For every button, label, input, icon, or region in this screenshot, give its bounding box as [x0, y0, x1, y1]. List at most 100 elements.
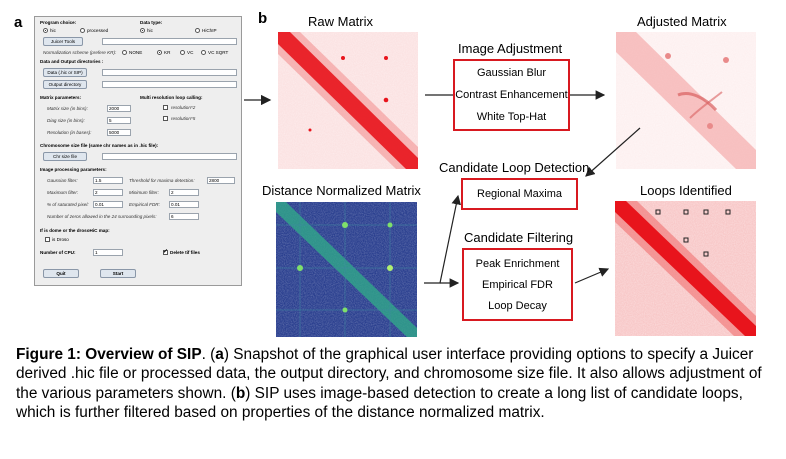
raw-matrix-title: Raw Matrix: [308, 14, 374, 29]
droso-checkbox[interactable]: [45, 237, 50, 242]
panel-a-letter: a: [14, 14, 23, 31]
res-x5-checkbox[interactable]: [163, 116, 168, 121]
gaussian-label: Gaussian filter:: [47, 178, 78, 183]
caption-title: Figure 1: Overview of SIP: [16, 346, 202, 363]
norm-vcsqrt-label: VC SQRT: [208, 50, 229, 55]
peak-enrichment-step: Peak Enrichment: [475, 258, 560, 270]
output-path-field[interactable]: [102, 81, 237, 88]
panel-b-letter: b: [258, 10, 268, 27]
quit-button[interactable]: Quit: [43, 269, 79, 278]
resolution-field[interactable]: 5000: [107, 129, 131, 136]
data-type-label: Data type:: [140, 20, 163, 25]
candidate-filtering-box: Peak Enrichment Empirical FDR Loop Decay: [462, 248, 573, 321]
fdr-label: Empirical FDR:: [129, 202, 160, 207]
program-hic-radio[interactable]: [43, 28, 48, 33]
matrix-params-label: Matrix parameters:: [40, 95, 82, 100]
loops-identified-heatmap: [615, 201, 756, 336]
gaussian-blur-step: Gaussian Blur: [476, 67, 547, 79]
caption-part-1: . (: [201, 346, 216, 363]
distance-normalized-heatmap: [276, 202, 417, 337]
juicer-tools-button[interactable]: Juicer Tools: [43, 37, 83, 46]
image-params-label: Image processing parameters:: [40, 167, 107, 172]
caption-part-3: ) SIP uses image-based detection to crea…: [16, 384, 743, 422]
data-output-label: Data and Output directories :: [40, 59, 104, 64]
matrix-size-label: Matrix size (in bins):: [47, 106, 88, 111]
norm-none-radio[interactable]: [122, 50, 127, 55]
arrow-adjusted-to-detection: [585, 127, 641, 177]
res-x5-label: resolution*5: [171, 116, 196, 121]
zeros-label: Number of zeros allowed in the 24 surrou…: [47, 214, 157, 219]
adjusted-matrix-heatmap: [616, 32, 756, 169]
cpu-label: Number of CPU:: [40, 250, 76, 255]
candidate-detection-title: Candidate Loop Detection: [439, 160, 590, 175]
min-filter-label: Minimum filter:: [129, 190, 159, 195]
droso-check-label: is Droso: [52, 237, 69, 242]
program-processed-label: processed: [87, 28, 109, 33]
saturated-field[interactable]: 0.01: [93, 201, 123, 208]
max-filter-field[interactable]: 2: [93, 189, 123, 196]
caption-ref-a: a: [215, 346, 224, 363]
diag-size-field[interactable]: 5: [107, 117, 131, 124]
zeros-field[interactable]: 6: [169, 213, 199, 220]
cpu-field[interactable]: 1: [93, 249, 123, 256]
norm-vcsqrt-radio[interactable]: [201, 50, 206, 55]
image-adjustment-title: Image Adjustment: [458, 41, 563, 56]
raw-matrix-heatmap: [278, 32, 418, 169]
min-filter-field[interactable]: 2: [169, 189, 199, 196]
program-choice-label: Program choice:: [40, 20, 77, 25]
program-hic-label: hic: [50, 28, 56, 33]
datatype-hichip-label: HiChIP: [202, 28, 217, 33]
droso-label: If is dome or the drosoHiC map:: [40, 228, 110, 233]
res-x2-checkbox[interactable]: [163, 105, 168, 110]
chrom-size-label: Chromosome size file (same chr names as …: [40, 143, 159, 148]
arrow-filtering-to-loops: [574, 267, 610, 284]
data-path-field[interactable]: [102, 69, 237, 76]
multi-res-label: Multi resolution loop calling:: [140, 95, 203, 100]
threshold-field[interactable]: 2800: [207, 177, 235, 184]
data-button[interactable]: Data (.hic or SIP): [43, 68, 87, 77]
gaussian-field[interactable]: 1.5: [93, 177, 123, 184]
juicer-tools-path-field[interactable]: [102, 38, 237, 45]
threshold-label: Threshold for maxima detection:: [129, 178, 195, 183]
norm-kr-label: KR: [164, 50, 171, 55]
regional-maxima-step: Regional Maxima: [477, 188, 562, 200]
distance-normalized-title: Distance Normalized Matrix: [262, 183, 421, 198]
diag-size-label: Diag size (in bins):: [47, 118, 85, 123]
datatype-hic-radio[interactable]: [140, 28, 145, 33]
program-processed-radio[interactable]: [80, 28, 85, 33]
candidate-filtering-title: Candidate Filtering: [464, 230, 574, 245]
norm-kr-radio[interactable]: [157, 50, 162, 55]
caption-ref-b: b: [235, 384, 246, 402]
loop-decay-step: Loop Decay: [488, 300, 547, 312]
empirical-fdr-step: Empirical FDR: [482, 279, 553, 291]
res-x2-label: resolution*2: [171, 105, 196, 110]
sip-gui-window: Program choice: Data type: hic processed…: [34, 16, 242, 286]
norm-vc-label: VC: [187, 50, 194, 55]
candidate-detection-box: Regional Maxima: [461, 178, 578, 210]
norm-vc-radio[interactable]: [180, 50, 185, 55]
output-directory-button[interactable]: Output directory: [43, 80, 87, 89]
matrix-size-field[interactable]: 2000: [107, 105, 131, 112]
datatype-hichip-radio[interactable]: [195, 28, 200, 33]
fdr-field[interactable]: 0.01: [169, 201, 199, 208]
chr-size-button[interactable]: Chr size file: [43, 152, 87, 161]
delete-tif-checkbox[interactable]: [163, 248, 168, 255]
saturated-label: % of saturated pixel:: [47, 202, 89, 207]
loops-identified-title: Loops Identified: [640, 183, 732, 198]
image-adjustment-box: Gaussian Blur Contrast Enhancement White…: [453, 59, 570, 131]
workflow-diagram: [244, 32, 756, 337]
chr-size-path-field[interactable]: [102, 153, 237, 160]
contrast-enhancement-step: Contrast Enhancement: [455, 89, 568, 101]
resolution-label: Resolution (in bases):: [47, 130, 92, 135]
max-filter-label: Maximum filter:: [47, 190, 79, 195]
normalization-label: Normalization scheme (prefere KR):: [43, 50, 117, 55]
datatype-hic-label: hic: [147, 28, 153, 33]
start-button[interactable]: Start: [100, 269, 136, 278]
caption-part-2: ) Snapshot of the graphical user interfa…: [16, 346, 762, 402]
arrow-distnorm-to-detection: [424, 194, 461, 284]
figure-caption: Figure 1: Overview of SIP. (a) Snapshot …: [16, 345, 776, 423]
white-tophat-step: White Top-Hat: [476, 111, 547, 123]
adjusted-matrix-title: Adjusted Matrix: [637, 14, 727, 29]
delete-tif-label: Delete tif files: [170, 250, 200, 255]
norm-none-label: NONE: [129, 50, 143, 55]
